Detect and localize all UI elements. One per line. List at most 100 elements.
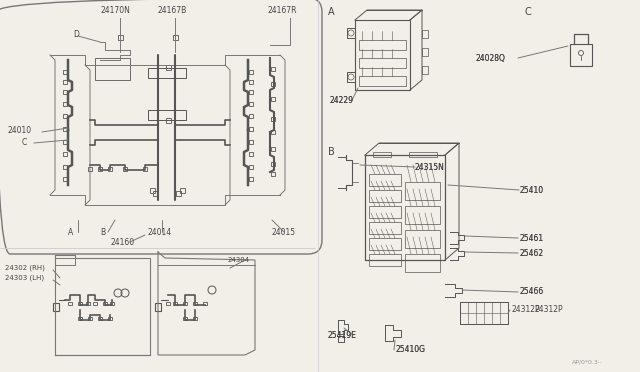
Bar — [63, 114, 67, 118]
Bar — [409, 152, 437, 157]
Text: 24167B: 24167B — [158, 6, 188, 15]
Bar — [183, 302, 187, 305]
Text: 24028Q: 24028Q — [476, 54, 506, 62]
Text: 25410: 25410 — [520, 186, 544, 195]
Bar — [373, 152, 391, 157]
Bar — [271, 147, 275, 151]
Bar — [204, 302, 207, 305]
Bar — [193, 317, 196, 320]
Bar — [78, 302, 82, 305]
Bar — [108, 317, 112, 320]
Bar — [369, 254, 401, 266]
Bar — [369, 222, 401, 234]
Bar — [63, 80, 67, 84]
Bar — [98, 167, 102, 171]
Bar — [249, 140, 253, 144]
Text: C: C — [525, 7, 532, 17]
Text: B: B — [328, 147, 335, 157]
Text: C: C — [22, 138, 28, 147]
Bar — [175, 190, 180, 196]
Bar — [369, 238, 401, 250]
Text: 25462: 25462 — [520, 248, 544, 257]
Text: 25466: 25466 — [520, 288, 544, 296]
Bar — [369, 206, 401, 218]
Bar — [271, 67, 275, 71]
Bar — [271, 130, 275, 134]
Bar — [63, 90, 67, 94]
Bar — [193, 302, 196, 305]
Bar — [183, 317, 187, 320]
Bar — [249, 114, 253, 118]
Bar — [152, 190, 157, 196]
Text: 24014: 24014 — [148, 228, 172, 237]
Text: A: A — [328, 7, 335, 17]
Bar — [369, 174, 401, 186]
Bar — [570, 44, 592, 66]
Bar — [95, 58, 130, 80]
Text: 24229: 24229 — [330, 96, 354, 105]
Bar — [108, 167, 112, 171]
Bar — [249, 102, 253, 106]
Bar — [148, 68, 186, 78]
Bar — [99, 317, 102, 320]
Text: 25461: 25461 — [520, 234, 544, 243]
Bar — [422, 66, 428, 74]
Bar — [369, 190, 401, 202]
Bar — [166, 302, 170, 305]
Text: 24160: 24160 — [110, 237, 134, 247]
Bar — [405, 230, 440, 248]
Bar — [405, 254, 440, 272]
Bar — [359, 76, 406, 86]
Bar — [93, 302, 97, 305]
Bar — [249, 70, 253, 74]
Text: B: B — [100, 228, 105, 237]
Text: 24028Q: 24028Q — [476, 54, 506, 62]
Text: 25419E: 25419E — [328, 330, 357, 340]
Bar — [271, 97, 275, 101]
Bar — [63, 70, 67, 74]
Bar — [110, 302, 114, 305]
Bar — [88, 167, 92, 171]
Text: 25461: 25461 — [520, 234, 544, 243]
Text: 24167R: 24167R — [268, 6, 298, 15]
Bar — [249, 152, 253, 156]
Text: A: A — [68, 228, 73, 237]
Bar — [422, 48, 428, 56]
Text: 24170N: 24170N — [100, 6, 130, 15]
Bar — [63, 102, 67, 106]
Text: 25466: 25466 — [520, 288, 544, 296]
Text: 25410G: 25410G — [396, 346, 426, 355]
Bar — [249, 127, 253, 131]
Text: 24312P: 24312P — [512, 305, 541, 314]
Bar — [143, 167, 147, 171]
Text: 24303 (LH): 24303 (LH) — [5, 275, 44, 281]
Text: 25410: 25410 — [520, 186, 544, 195]
Bar — [173, 302, 177, 305]
Text: 24010: 24010 — [7, 125, 31, 135]
Text: AP/0*0.3··: AP/0*0.3·· — [572, 359, 603, 365]
Bar — [249, 165, 253, 169]
Bar — [63, 140, 67, 144]
Text: 24229: 24229 — [330, 96, 354, 105]
Bar — [78, 317, 82, 320]
Bar — [63, 152, 67, 156]
Text: 24015: 24015 — [272, 228, 296, 237]
Bar — [150, 187, 154, 192]
Bar — [123, 167, 127, 171]
Text: 25410G: 25410G — [396, 346, 426, 355]
Text: D: D — [73, 29, 79, 38]
Bar — [271, 172, 275, 176]
Bar — [405, 206, 440, 224]
Bar — [103, 302, 107, 305]
Text: 24315N: 24315N — [415, 163, 445, 171]
Bar — [271, 82, 275, 86]
Bar — [249, 90, 253, 94]
Bar — [86, 302, 90, 305]
Bar — [422, 30, 428, 38]
Text: 24312P: 24312P — [535, 305, 564, 314]
Bar — [271, 117, 275, 121]
Bar — [271, 162, 275, 166]
Bar — [166, 64, 170, 70]
Bar — [53, 303, 59, 311]
Bar — [173, 35, 177, 39]
